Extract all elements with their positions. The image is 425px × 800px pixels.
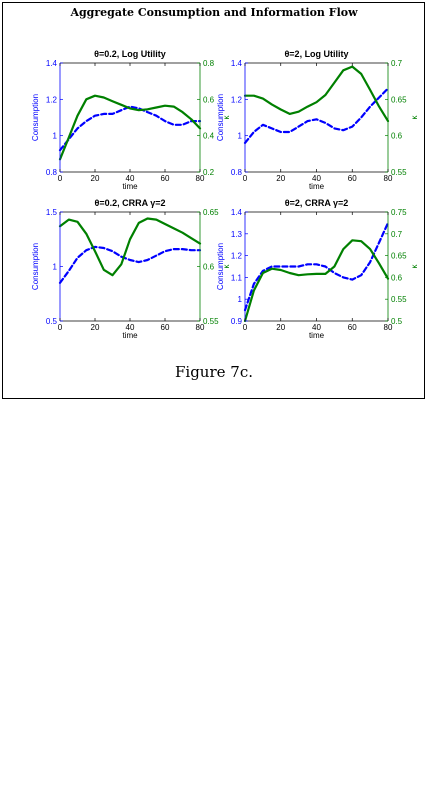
y-left-tick-label: 0.8 — [46, 168, 58, 177]
y-left-axis-label: Consumption — [216, 243, 225, 290]
x-tick-label: 40 — [126, 174, 135, 183]
kappa-series-line — [58, 217, 202, 277]
figure-canvas: Aggregate Consumption and Information Fl… — [31, 6, 419, 381]
y-left-tick-label: 0.8 — [231, 168, 243, 177]
figure-caption: Figure 7c. — [175, 363, 253, 381]
y-right-tick-label: 0.6 — [391, 132, 403, 141]
x-axis-label: time — [122, 182, 138, 191]
y-right-tick-label: 0.65 — [391, 95, 407, 104]
y-left-tick-label: 1.2 — [231, 95, 243, 104]
y-left-tick-label: 1.3 — [231, 230, 243, 239]
y-left-tick-label: 1.5 — [46, 208, 58, 217]
y-left-tick-label: 0.5 — [46, 317, 58, 326]
panels: θ=0.2, Log Utility 0 20 40 60 80 0.8 1 1.2 1.4 0.2… — [31, 49, 419, 340]
y-left-tick-label: 1 — [238, 295, 243, 304]
chart-panel-1: θ=0.2, Log Utility 0 20 40 60 80 0.8 1 1.2 1.4 0.2… — [31, 49, 231, 191]
x-tick-label: 40 — [312, 323, 321, 332]
x-tick-label: 0 — [58, 174, 63, 183]
y-right-axis-label: κ — [410, 115, 419, 120]
x-axis-label: time — [122, 331, 138, 340]
figure-title: Aggregate Consumption and Information Fl… — [69, 6, 358, 19]
y-right-tick-label: 0.6 — [391, 273, 403, 282]
x-tick-label: 80 — [196, 323, 205, 332]
y-left-tick-label: 0.9 — [231, 317, 243, 326]
y-left-axis-label: Consumption — [31, 94, 40, 141]
y-right-tick-label: 0.6 — [203, 95, 215, 104]
x-tick-label: 60 — [161, 174, 170, 183]
x-tick-label: 60 — [348, 174, 357, 183]
y-right-axis-label: κ — [222, 264, 231, 269]
y-left-tick-label: 1 — [53, 263, 58, 272]
x-tick-label: 40 — [126, 323, 135, 332]
y-right-tick-label: 0.4 — [203, 132, 215, 141]
y-right-tick-label: 0.55 — [391, 295, 407, 304]
chart-panel-2: θ=2, Log Utility 0 20 40 60 80 0.8 1 1.2 1.4 0.55 0… — [216, 49, 419, 191]
x-tick-label: 60 — [161, 323, 170, 332]
y-left-tick-label: 1.4 — [231, 59, 243, 68]
y-right-tick-label: 0.55 — [391, 168, 407, 177]
panel-title: θ=2, Log Utility — [284, 49, 348, 59]
y-right-tick-label: 0.65 — [391, 252, 407, 261]
y-right-axis-label: κ — [410, 264, 419, 269]
y-right-tick-label: 0.8 — [203, 59, 215, 68]
x-tick-label: 0 — [243, 174, 248, 183]
x-tick-label: 0 — [243, 323, 248, 332]
x-tick-label: 40 — [312, 174, 321, 183]
consumption-series-line — [243, 221, 390, 312]
consumption-series-line — [58, 245, 202, 284]
y-right-tick-label: 0.55 — [203, 317, 219, 326]
x-tick-label: 60 — [348, 323, 357, 332]
y-right-tick-label: 0.75 — [391, 208, 407, 217]
y-right-tick-label: 0.5 — [391, 317, 403, 326]
x-axis-label: time — [309, 331, 325, 340]
panel-title: θ=0.2, CRRA γ=2 — [94, 198, 165, 208]
consumption-series-line — [58, 105, 202, 152]
consumption-series-line — [243, 87, 390, 144]
y-left-tick-label: 1.4 — [231, 208, 243, 217]
kappa-series-line — [243, 65, 390, 123]
x-tick-label: 20 — [91, 323, 100, 332]
panel-title: θ=0.2, Log Utility — [94, 49, 166, 59]
x-tick-label: 80 — [384, 323, 393, 332]
x-tick-label: 80 — [384, 174, 393, 183]
x-tick-label: 0 — [58, 323, 63, 332]
y-left-tick-label: 1.1 — [231, 273, 243, 282]
x-tick-label: 20 — [91, 174, 100, 183]
y-left-tick-label: 1.2 — [231, 252, 243, 261]
x-tick-label: 80 — [196, 174, 205, 183]
kappa-series-line — [243, 239, 390, 323]
y-left-tick-label: 1.2 — [46, 95, 58, 104]
kappa-series-line — [58, 94, 202, 161]
y-left-tick-label: 1 — [53, 132, 58, 141]
y-right-axis-label: κ — [222, 115, 231, 120]
y-left-tick-label: 1.4 — [46, 59, 58, 68]
y-left-tick-label: 1 — [238, 132, 243, 141]
y-right-tick-label: 0.65 — [203, 208, 219, 217]
y-right-tick-label: 0.2 — [203, 168, 215, 177]
chart-panel-4: θ=2, CRRA γ=2 0 20 40 60 80 0.9 1 1.1 1.2 1.3 1.4 0.… — [216, 198, 419, 340]
panel-title: θ=2, CRRA γ=2 — [285, 198, 349, 208]
chart-panel-3: θ=0.2, CRRA γ=2 0 20 40 60 80 0.5 1 1.5 0.55 0.6 0.… — [31, 198, 231, 340]
y-left-axis-label: Consumption — [216, 94, 225, 141]
y-right-tick-label: 0.6 — [203, 263, 215, 272]
x-axis-label: time — [309, 182, 325, 191]
y-right-tick-label: 0.7 — [391, 59, 403, 68]
figure-frame: Aggregate Consumption and Information Fl… — [2, 2, 425, 399]
x-tick-label: 20 — [276, 174, 285, 183]
y-right-tick-label: 0.7 — [391, 230, 403, 239]
x-tick-label: 20 — [276, 323, 285, 332]
y-left-axis-label: Consumption — [31, 243, 40, 290]
